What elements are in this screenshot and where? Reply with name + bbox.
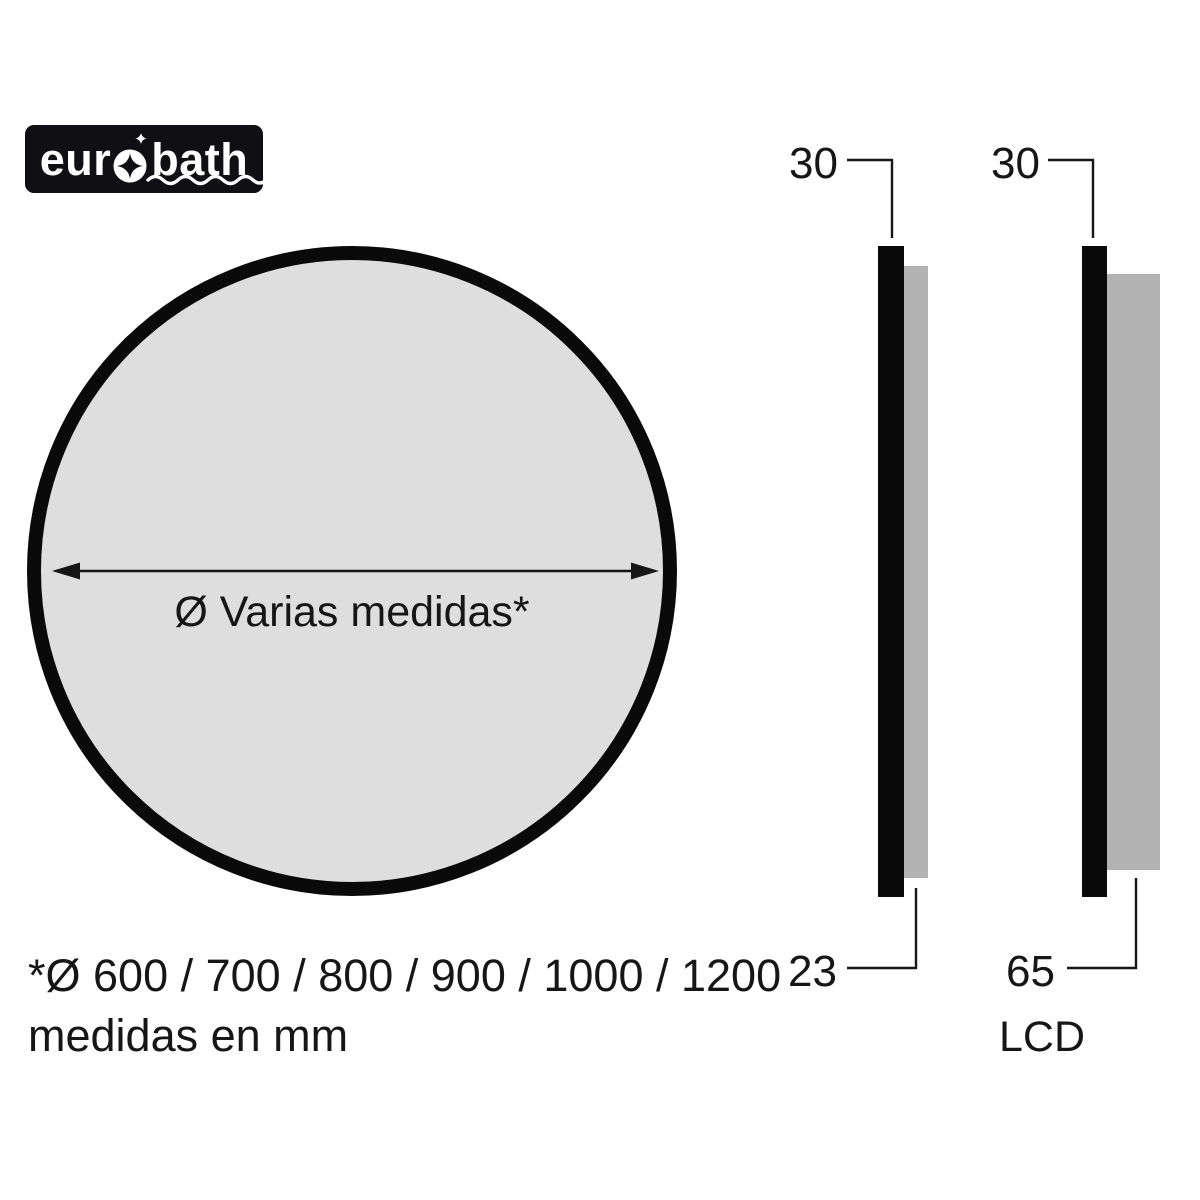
diameter-label: Ø Varias medidas* (174, 588, 530, 636)
leader-23 (847, 888, 918, 970)
dim-label-65: 65 (1006, 947, 1055, 996)
profile-right-mirror-bar (1082, 246, 1107, 897)
four-point-sparkle-icon (135, 133, 147, 144)
four-point-star-in-circle-icon (113, 133, 147, 183)
logo-o-star (117, 153, 144, 179)
profile-left-mirror-bar (878, 246, 904, 897)
profile-right-backing-bar (1107, 274, 1160, 870)
footnote-units: medidas en mm (28, 1010, 349, 1062)
water-wave-icon (146, 174, 267, 185)
mirror-front-view (27, 246, 677, 896)
profile-left-backing-bar (904, 266, 928, 878)
logo-text-bath: bath (146, 137, 267, 185)
logo-text-eur: eur (39, 133, 112, 185)
dim-label-30-left: 30 (789, 139, 838, 188)
leader-30-left (847, 158, 894, 238)
lcd-caption: LCD (999, 1013, 1086, 1061)
footnote-diameters: *Ø 600 / 700 / 800 / 900 / 1000 / 1200 (28, 950, 782, 1001)
leader-30-right (1048, 158, 1095, 238)
dim-label-23: 23 (788, 947, 837, 996)
eurobath-logo: eur bath (25, 125, 267, 193)
dim-label-30-right: 30 (991, 139, 1040, 188)
footnote: *Ø 600 / 700 / 800 / 900 / 1000 / 1200 m… (28, 946, 781, 1067)
